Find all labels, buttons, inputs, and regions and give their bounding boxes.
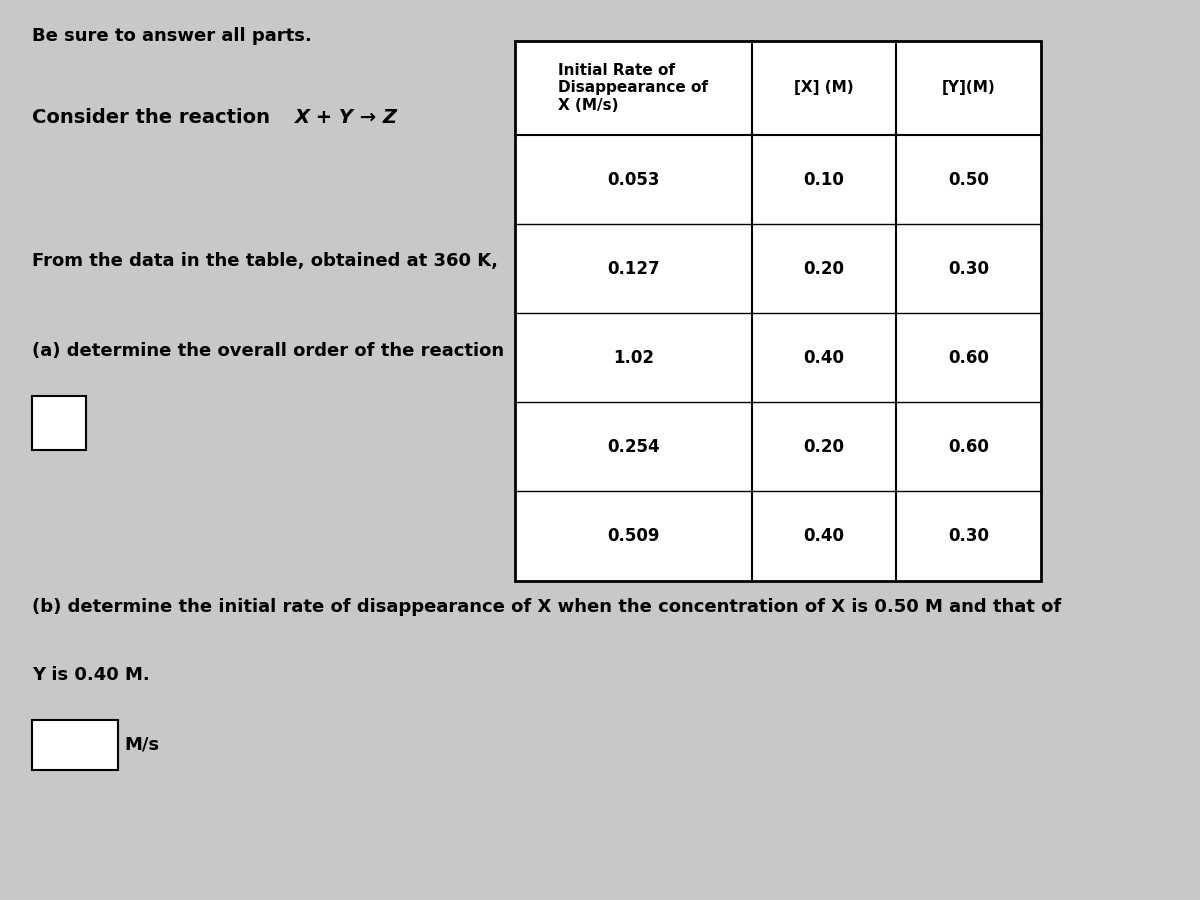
- Text: 0.30: 0.30: [948, 259, 989, 277]
- Text: 0.40: 0.40: [803, 348, 845, 367]
- Text: 0.60: 0.60: [948, 437, 989, 455]
- Text: [Y](M): [Y](M): [942, 80, 995, 95]
- Text: (b) determine the initial rate of disappearance of X when the concentration of X: (b) determine the initial rate of disapp…: [32, 598, 1062, 616]
- Text: 0.40: 0.40: [803, 526, 845, 544]
- Text: 0.60: 0.60: [948, 348, 989, 367]
- Bar: [515, 40, 1040, 580]
- Text: 0.053: 0.053: [607, 171, 660, 188]
- Text: 0.50: 0.50: [948, 171, 989, 188]
- Text: 0.254: 0.254: [607, 437, 660, 455]
- Text: M/s: M/s: [125, 736, 160, 754]
- Text: Initial Rate of
Disappearance of
X (M/s): Initial Rate of Disappearance of X (M/s): [558, 63, 708, 112]
- Text: 0.10: 0.10: [803, 171, 845, 188]
- Text: 1.02: 1.02: [613, 348, 654, 367]
- Text: (a) determine the overall order of the reaction: (a) determine the overall order of the r…: [32, 342, 504, 360]
- Text: 0.20: 0.20: [803, 437, 845, 455]
- Text: 0.127: 0.127: [607, 259, 660, 277]
- Text: From the data in the table, obtained at 360 K,: From the data in the table, obtained at …: [32, 252, 498, 270]
- Text: Be sure to answer all parts.: Be sure to answer all parts.: [32, 27, 312, 45]
- Text: Y is 0.40 M.: Y is 0.40 M.: [32, 666, 150, 684]
- Text: Consider the reaction: Consider the reaction: [32, 108, 277, 127]
- FancyBboxPatch shape: [32, 720, 118, 770]
- Text: 0.20: 0.20: [803, 259, 845, 277]
- Text: [X] (M): [X] (M): [794, 80, 853, 95]
- FancyBboxPatch shape: [32, 396, 86, 450]
- Text: 0.30: 0.30: [948, 526, 989, 544]
- Text: X + Y → Z: X + Y → Z: [295, 108, 398, 127]
- Text: 0.509: 0.509: [607, 526, 660, 544]
